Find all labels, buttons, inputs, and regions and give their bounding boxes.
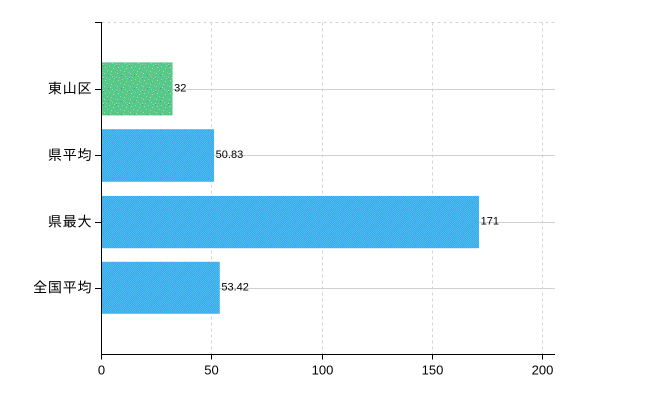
svg-text:100: 100 [312, 362, 334, 377]
svg-text:50: 50 [204, 362, 218, 377]
svg-text:50.83: 50.83 [216, 149, 244, 161]
svg-text:0: 0 [98, 362, 105, 377]
svg-text:32: 32 [174, 83, 186, 95]
svg-text:53.42: 53.42 [221, 282, 249, 294]
svg-text:171: 171 [481, 216, 499, 228]
svg-text:200: 200 [532, 362, 554, 377]
svg-text:150: 150 [422, 362, 444, 377]
